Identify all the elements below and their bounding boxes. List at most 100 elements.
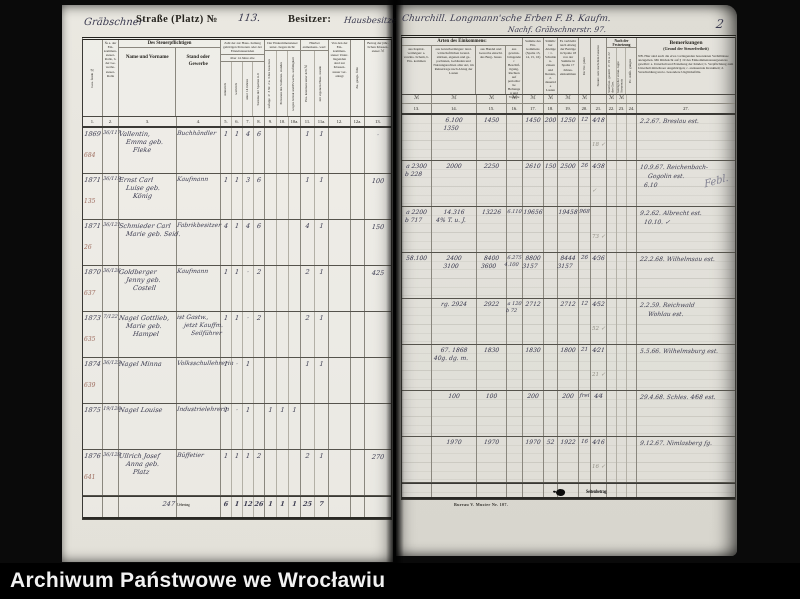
cell-zugang xyxy=(351,404,365,449)
cell-unter14: 1 xyxy=(243,450,254,495)
cell-laufende-nr: 1874 639 xyxy=(83,358,103,403)
cell-anm-2: 1 xyxy=(315,174,329,219)
owner-label-printed: Besitzer: xyxy=(288,14,332,25)
cell-ermaessigung xyxy=(627,437,637,482)
cell-festgestellt xyxy=(607,299,617,344)
cell-laufende-nr: 1875 xyxy=(83,404,103,449)
header-group-persons: Zahl der zur Haus- haltung gehörigen Per… xyxy=(221,40,265,116)
cell-handel: 1970 xyxy=(477,437,507,482)
col-header-exempt-1: zufolge § 3 Nr. 2 u. 3 des Gesetzes xyxy=(265,51,277,116)
pencil-note: 52 ✓ xyxy=(592,326,606,332)
cell-maennlich: 1 xyxy=(221,128,232,173)
cell-exempt-3 xyxy=(289,220,301,265)
cell-abzuege xyxy=(544,253,558,298)
cell-kapital: a 2200 b 717 xyxy=(402,207,432,252)
table-row: a 2300 b 228 2000 2250 xyxy=(402,161,735,207)
cell-unter14: 4 xyxy=(243,128,254,173)
table-row: 1870 637 36/126 Goldberger Jenny geb. Co… xyxy=(83,266,391,312)
cell-kapital: 58.100 xyxy=(402,253,432,298)
cell-jahreseinkommen: 2712 xyxy=(558,299,579,344)
cell-weiblich: 1 xyxy=(232,220,243,265)
header-group-income: Arten des Einkommens: aus Kapital- vermö… xyxy=(402,38,523,99)
cell-kapital xyxy=(402,437,432,482)
cell-anm-1: 1 xyxy=(301,358,315,403)
col-header-ermaessigung: Er- mäßi- gungen xyxy=(628,59,633,84)
cell-summe: 200 xyxy=(523,391,544,436)
cell-summe: 2 xyxy=(254,312,265,357)
totals-label-printed: Uebertrag xyxy=(177,497,221,517)
col-header-exempt-2: Personen des Soldaten- standes xyxy=(277,51,289,116)
col-header-zugang: Zu- gangs- fälle xyxy=(351,40,365,116)
col-header-anm-1: Ein- kommen unter 420 ℳ xyxy=(301,51,315,116)
cell-summe: 6 xyxy=(254,220,265,265)
cell-steuersatz: 4⁄18 18 ✓ xyxy=(591,115,607,160)
cell-anm-2: 1 xyxy=(315,220,329,265)
cell-festgestellt xyxy=(607,437,617,482)
cell-festgestellt xyxy=(607,391,617,436)
col-header-vorjahr: Im Vor- jahre xyxy=(579,38,591,94)
col-header-abzuege: Sämtlicher Abzüge: 1. Schulden- zinsen u… xyxy=(544,38,558,94)
cell-exempt-3 xyxy=(289,266,301,311)
col-header-roll-nr: № a. der Ein- kommen- steuer- Rolle, b. … xyxy=(103,40,119,116)
pencil-note: 16 ✓ xyxy=(592,464,606,470)
cell-unter14: 1 xyxy=(243,358,254,403)
cell-vorjahr: 16 xyxy=(579,437,591,482)
cell-exempt-1 xyxy=(265,450,277,495)
cell-abzuege xyxy=(544,345,558,390)
cell-summe: 6 xyxy=(254,174,265,219)
cell-maennlich: 4 xyxy=(221,220,232,265)
col-header-veranlagt: Von den der Ein- kommen- steuer Unter- l… xyxy=(329,40,351,116)
cell-veranlagt xyxy=(329,128,351,173)
table-row: 1871 26 36/121 Schmieder Carl Marie geb.… xyxy=(83,220,391,266)
cell-unter14: · xyxy=(243,266,254,311)
cell-bemerkungen: 2.2.67. Breslau est. xyxy=(639,118,700,125)
cell-summe: 2 xyxy=(254,450,265,495)
right-table-header: Arten des Einkommens: aus Kapital- vermö… xyxy=(402,38,735,99)
table-row: rg. 2924 2922 a 120 b 72 2712 xyxy=(402,299,735,345)
cell-handel: 100 xyxy=(477,391,507,436)
table-row: a 2200 b 717 14.316 4% T. u. J. 13226 6.… xyxy=(402,207,735,253)
cell-veranlagt xyxy=(617,391,627,436)
cell-steuersatz: 4⁄4 xyxy=(591,391,607,436)
cell-vorjahr: 968 xyxy=(579,207,591,252)
street-name-handwritten: Gräbschner xyxy=(83,17,145,28)
cell-name: Ernst Carl Luise geb. König xyxy=(118,174,177,219)
cell-unter14: · xyxy=(243,312,254,357)
cell-anm-1: 2 xyxy=(301,266,315,311)
cell-veranlagt xyxy=(617,115,627,160)
table-row: 1970 1970 1970 52 xyxy=(402,437,735,483)
cell-weiblich: · xyxy=(232,404,243,449)
cell-beschaeftigung xyxy=(507,345,523,390)
cell-veranlagt xyxy=(329,404,351,449)
cell-name: Nagel Gottlieb, Marie geb. Hampel xyxy=(118,312,177,357)
cell-festgestellt xyxy=(607,253,617,298)
cell-roll-nr: 19/126 xyxy=(103,404,121,449)
left-table-rows: 1869 684 36/117 Vallentin, Emma geb. Fle… xyxy=(83,128,391,496)
cell-maennlich: 1 xyxy=(221,404,232,449)
cell-handel: 1830 xyxy=(477,345,507,390)
cell-bemerkungen: 22.2.68. Wilhelmsau est. xyxy=(639,256,716,263)
cell-stand: Industrielehrerin xyxy=(177,404,230,449)
cell-name: Vallentin, Emma geb. Fleke xyxy=(118,128,177,173)
cell-exempt-1 xyxy=(265,174,277,219)
page-fold xyxy=(386,0,404,563)
cell-bemerkungen: 10.9.67. Reichenbach- Gogolin est. 6.10 … xyxy=(639,164,730,191)
cell-laufende-nr: 1871 135 xyxy=(83,174,103,219)
cell-maennlich: 1 xyxy=(221,312,232,357)
left-page: Gräbschner Straße (Platz) № 113. Besitze… xyxy=(62,5,403,562)
cell-jahreseinkommen: 8444 3157 xyxy=(557,253,579,298)
cell-jahreseinkommen: 1250 xyxy=(558,115,579,160)
col-header-handel: aus Handel und Gewerbe einschl. des Berg… xyxy=(476,45,507,94)
cell-handel: 13226 xyxy=(477,207,507,252)
col-header-unter14: unter 14 Jahren xyxy=(243,62,254,116)
cell-vorjahr: 12 xyxy=(579,299,591,344)
archive-bar: Archiwum Państwowe we Wrocławiu xyxy=(0,563,800,599)
cell-steuersatz: 4⁄38 ✓ xyxy=(591,161,607,206)
table-row: 1876 641 36/128 Ullrich Josef Anna geb. … xyxy=(83,450,391,496)
cell-anm-2: 1 xyxy=(315,450,329,495)
house-number-handwritten: 113. xyxy=(237,13,262,24)
seitenbetrag-stamp: Seitenbetrag xyxy=(586,489,607,495)
pencil-note: 73 ✓ xyxy=(592,234,606,240)
col-header-laufende-nr: Lau- fende № xyxy=(83,40,103,116)
